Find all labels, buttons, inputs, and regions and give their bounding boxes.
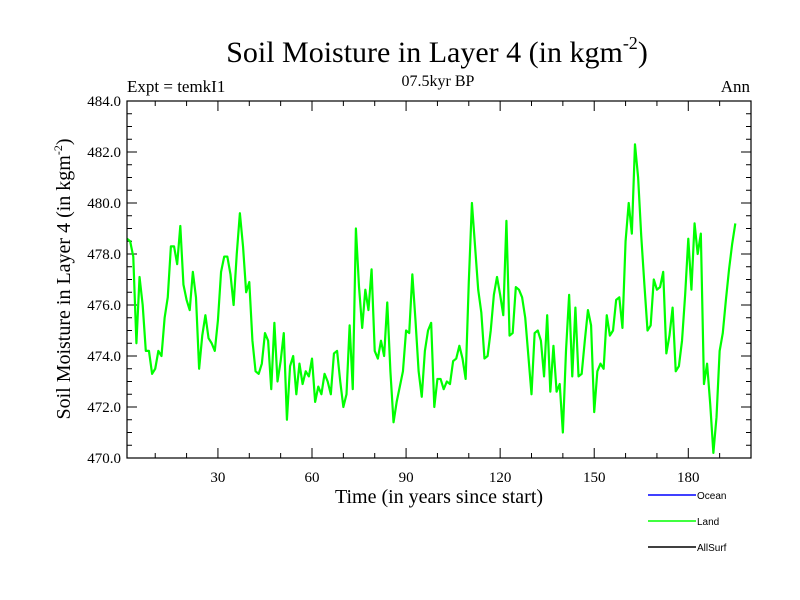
y-axis-label: Soil Moisture in Layer 4 (in kgm-2) (51, 138, 75, 419)
x-tick-label: 120 (489, 470, 512, 486)
axis-tick-labels: 470.0 472.0 474.0 476.0 478.0 480.0 482.0 484.0… (87, 94, 699, 486)
y-tick-label: 482.0 (87, 145, 121, 161)
y-axis-label-superscript: -2 (51, 145, 65, 155)
x-tick-label: 150 (583, 470, 606, 486)
season-label: Ann (721, 77, 751, 96)
y-tick-label: 484.0 (87, 94, 121, 110)
legend: Ocean Land AllSurf (648, 491, 727, 554)
axis-ticks (127, 100, 752, 459)
chart-title-superscript: -2 (623, 33, 638, 53)
y-tick-label: 474.0 (87, 349, 121, 365)
y-tick-label: 480.0 (87, 196, 121, 212)
x-tick-label: 30 (210, 470, 225, 486)
x-axis-label: Time (in years since start) (335, 486, 543, 508)
series-layer (126, 143, 737, 454)
x-tick-label: 90 (399, 470, 414, 486)
x-tick-label: 60 (305, 470, 320, 486)
chart-subtitle: 07.5kyr BP (402, 73, 475, 90)
y-tick-label: 476.0 (87, 298, 121, 314)
y-tick-label: 472.0 (87, 400, 121, 416)
legend-label-land: Land (697, 517, 719, 528)
plot-frame (126, 100, 752, 459)
chart-title-main: Soil Moisture in Layer 4 (in kgm (226, 36, 623, 69)
experiment-label: Expt = temkI1 (127, 77, 225, 96)
legend-label-allsurf: AllSurf (697, 543, 727, 554)
y-tick-label: 470.0 (87, 451, 121, 467)
y-axis-label-main: Soil Moisture in Layer 4 (in kgm (53, 155, 75, 420)
chart-title: Soil Moisture in Layer 4 (in kgm-2) (226, 33, 648, 69)
x-tick-label: 180 (677, 470, 700, 486)
y-axis-label-close: ) (53, 138, 75, 145)
legend-label-ocean: Ocean (697, 491, 726, 502)
series-line-land (126, 143, 737, 454)
chart-title-close: ) (638, 36, 648, 69)
y-tick-label: 478.0 (87, 247, 121, 263)
